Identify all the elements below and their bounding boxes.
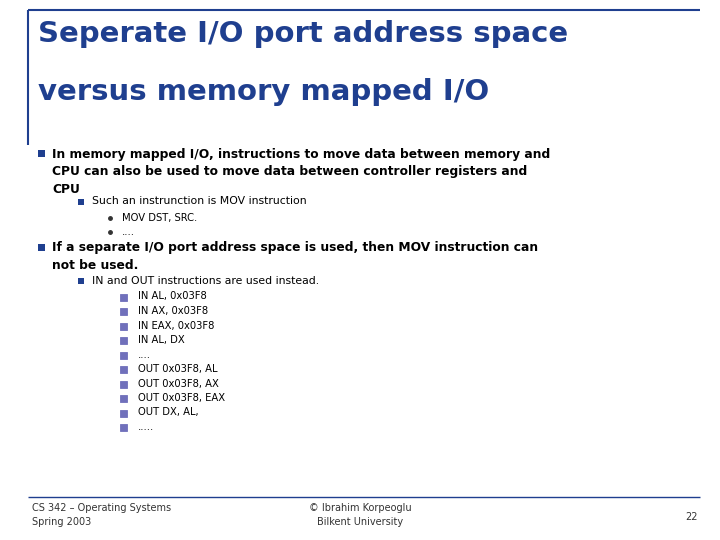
Text: IN AL, DX: IN AL, DX [138,335,185,345]
Bar [120,308,127,315]
Text: .....: ..... [138,422,154,432]
Text: MOV DST, SRC.: MOV DST, SRC. [122,213,197,222]
Bar [120,294,127,300]
Bar [120,322,127,329]
Text: 22: 22 [685,512,698,522]
Bar [120,395,127,402]
Text: Such an instrunction is MOV instruction: Such an instrunction is MOV instruction [92,197,307,206]
Text: IN and OUT instructions are used instead.: IN and OUT instructions are used instead… [92,275,319,286]
Text: CS 342 – Operating Systems
Spring 2003: CS 342 – Operating Systems Spring 2003 [32,503,171,527]
Text: © Ibrahim Korpeoglu
Bilkent University: © Ibrahim Korpeoglu Bilkent University [309,503,411,527]
Text: ....: .... [122,227,135,237]
Text: IN EAX, 0x03F8: IN EAX, 0x03F8 [138,321,215,330]
Bar [38,150,45,157]
Text: If a separate I/O port address space is used, then MOV instruction can
not be us: If a separate I/O port address space is … [52,241,538,272]
Text: IN AX, 0x03F8: IN AX, 0x03F8 [138,306,208,316]
Bar [78,199,84,205]
Text: ....: .... [138,349,151,360]
Bar [38,244,45,251]
Text: OUT 0x03F8, EAX: OUT 0x03F8, EAX [138,393,225,403]
Text: OUT 0x03F8, AX: OUT 0x03F8, AX [138,379,219,388]
Bar [120,409,127,416]
Bar [78,278,84,284]
Bar [120,381,127,388]
Text: OUT DX, AL,: OUT DX, AL, [138,408,199,417]
Text: In memory mapped I/O, instructions to move data between memory and
CPU can also : In memory mapped I/O, instructions to mo… [52,148,550,196]
Bar [120,366,127,373]
Text: OUT 0x03F8, AL: OUT 0x03F8, AL [138,364,217,374]
Text: IN AL, 0x03F8: IN AL, 0x03F8 [138,292,207,301]
Text: versus memory mapped I/O: versus memory mapped I/O [38,78,490,106]
Bar [120,352,127,359]
Bar [120,424,127,431]
Text: Seperate I/O port address space: Seperate I/O port address space [38,20,568,48]
Bar [120,337,127,344]
